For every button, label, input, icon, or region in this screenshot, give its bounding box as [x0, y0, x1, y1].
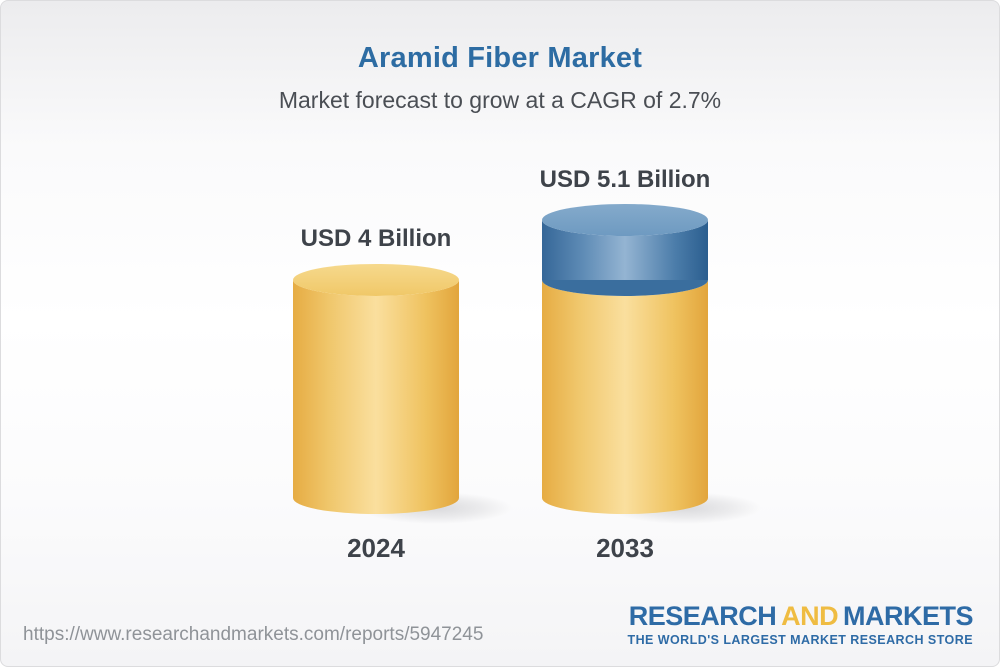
- brand-word-and: AND: [781, 601, 839, 631]
- page-title: Aramid Fiber Market: [357, 42, 643, 74]
- brand-word-markets: MARKETS: [843, 601, 974, 631]
- brand-logo: RESEARCH AND MARKETS THE WORLD'S LARGEST M…: [627, 601, 974, 648]
- report-url-link[interactable]: https://www.researchandmarkets.com/repor…: [23, 624, 484, 645]
- brand-tagline: THE WORLD'S LARGEST MARKET RESEARCH STOR…: [627, 633, 973, 648]
- value-label-2024: USD 4 Billion: [300, 225, 452, 252]
- page-subtitle: Market forecast to grow at a CAGR of 2.7…: [278, 87, 722, 113]
- brand-word-research: RESEARCH: [628, 601, 777, 631]
- value-label-2033: USD 5.1 Billion: [539, 166, 711, 193]
- category-label-2024: 2024: [347, 533, 405, 563]
- brand-logo-wordmark: RESEARCH AND MARKETS: [627, 601, 974, 631]
- category-label-2033: 2033: [596, 533, 654, 563]
